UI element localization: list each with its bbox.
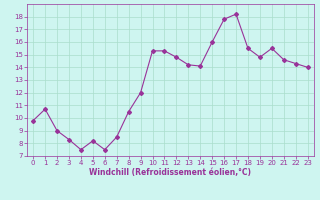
X-axis label: Windchill (Refroidissement éolien,°C): Windchill (Refroidissement éolien,°C) — [89, 168, 252, 177]
